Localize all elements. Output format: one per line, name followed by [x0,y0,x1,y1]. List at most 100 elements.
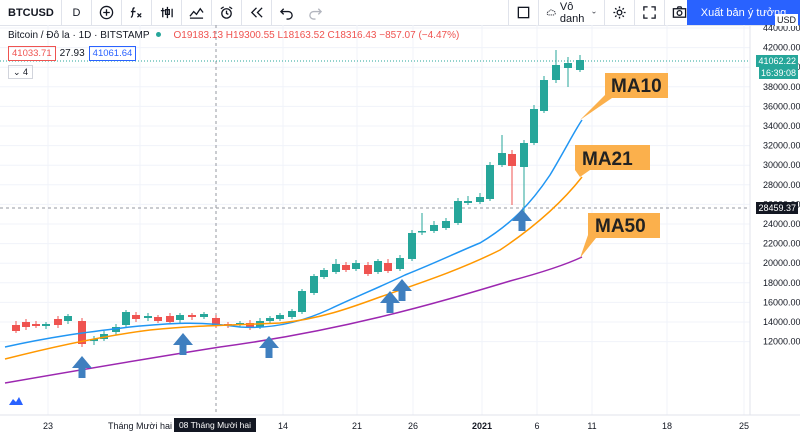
price-tick-label: 42000.00 [763,43,800,53]
candle-body [266,318,274,321]
cursor-price-tag: 28459.37 [756,202,798,214]
price-tick-label: 44000.00 [763,25,800,33]
candle-up [552,50,560,83]
cloud-icon [546,9,556,16]
candle-up [352,260,360,271]
signal-arrows [72,209,532,378]
chevron-down-icon: ⌄ [13,67,24,77]
indicators-collapse-toggle[interactable]: ⌄ 4 [8,65,34,79]
up-arrow-icon [380,291,400,313]
compare-button[interactable] [182,0,212,25]
time-tick-label: 6 [534,421,539,431]
candle-body [374,261,382,272]
candle-up [144,313,152,321]
price-tick-label: 30000.00 [763,160,800,170]
candle-body [112,327,120,332]
candle-body [166,316,174,322]
ma10-callout: MA10 [580,73,668,120]
candle-down [54,316,62,328]
ma50-label: MA50 [595,216,646,237]
time-axis[interactable]: 23 Tháng Mười hai 14 21 26 2021 6 11 18 25 [0,414,800,431]
indicators-button[interactable] [122,0,152,25]
crosshair [0,25,750,415]
sell-price[interactable]: 41033.71 [8,46,56,61]
undo-button[interactable] [272,0,301,25]
candle-body [520,143,528,167]
chart-type-button[interactable] [152,0,182,25]
price-tick-label: 22000.00 [763,239,800,249]
candle-body [42,324,50,326]
candle-down [364,262,372,276]
candle-up [288,309,296,319]
candle-up [520,140,528,215]
candle-body [12,325,20,331]
candle-body [396,258,404,269]
candle-up [418,213,426,235]
buy-price[interactable]: 41061.64 [88,46,137,61]
chart-type-icon [160,6,173,19]
time-tick-label: 25 [739,421,749,431]
candle-body [508,154,516,166]
candle-up [464,196,472,205]
candle-up [90,336,98,345]
price-tick-label: 38000.00 [763,82,800,92]
unnamed-layout-button[interactable]: Vô danh [539,0,605,25]
candle-up [530,105,538,145]
ma21-label: MA21 [582,149,633,170]
price-tick-label: 28000.00 [763,180,800,190]
candle-body [32,324,40,326]
time-tick-label: Tháng Mười hai [108,421,172,431]
arrow-shape [72,356,92,378]
ma10-line [4,119,583,348]
candle-body [530,109,538,143]
alert-icon [220,6,233,19]
candle-body [122,312,130,325]
currency-label[interactable]: USD [774,14,798,26]
candle-up [540,76,548,113]
fullscreen-button[interactable] [635,0,665,25]
alert-button[interactable] [212,0,242,25]
candle-body [64,316,72,321]
candle-up [176,313,184,323]
undo-icon [279,8,293,20]
redo-button[interactable] [301,0,330,25]
chart-legend: Bitcoin / Đô la · 1D · BITSTAMP O19183.13… [8,30,459,41]
unnamed-layout-label: Vô danh [559,0,585,25]
candle-down [384,259,392,273]
settings-button[interactable] [605,0,635,25]
candle-up [374,259,382,274]
candle-up [576,55,584,72]
candle-body [298,291,306,312]
candle-up [442,218,450,230]
trade-prices: 41033.71 27.93 41061.64 [8,46,137,61]
ma-callouts: MA10 MA21 MA50 [575,73,668,258]
tradingview-logo-icon[interactable] [8,396,24,406]
ma10-label: MA10 [611,76,662,97]
candle-body [442,221,450,228]
candle-body [310,276,318,293]
interval-button[interactable]: D [62,0,92,25]
candle-body [342,265,350,270]
candle-body [132,315,140,319]
ma50-callout: MA50 [580,213,660,258]
layout-button[interactable] [508,0,539,25]
price-axis[interactable]: 44000.0042000.0040000.0038000.0036000.00… [749,25,800,415]
redo-icon [309,8,323,20]
add-symbol-button[interactable] [92,0,122,25]
time-tick-label: 11 [587,421,596,431]
candle-down [188,313,196,320]
candle-body [154,317,162,321]
symbol-search[interactable]: BTCUSD [0,0,62,25]
candle-body [454,201,462,223]
replay-button[interactable] [242,0,272,25]
candle-up [310,274,318,295]
candle-body [552,65,560,80]
candle-down [132,312,140,322]
ohlc-values: O19183.13 H19300.55 L18163.52 C18316.43 … [173,30,460,41]
price-tick-label: 16000.00 [763,297,800,307]
candle-down [22,319,30,330]
candle-down [32,321,40,328]
ma21-callout: MA21 [575,145,650,177]
price-chart[interactable]: MA10 MA21 MA50 44000.0042000.0040000.003… [0,25,800,435]
price-tick-label: 34000.00 [763,121,800,131]
